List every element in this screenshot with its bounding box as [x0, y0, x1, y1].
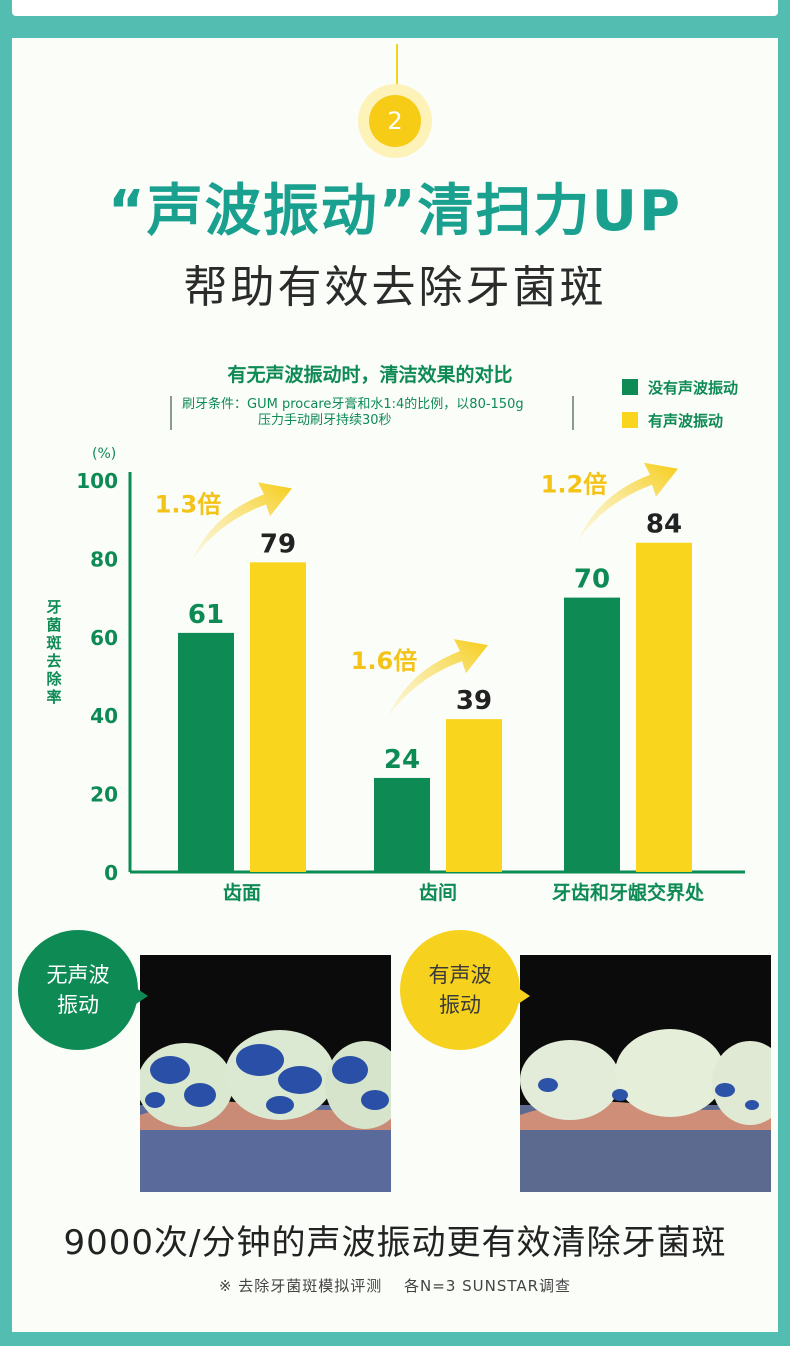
bar-with-sonic: [636, 542, 692, 872]
y-tick-label: 100: [76, 469, 118, 493]
test-conditions-line1: 刷牙条件：GUM procare牙膏和水1:4的比例，以80-150g: [182, 397, 524, 412]
ratio-arrow-icon: [388, 639, 488, 718]
label-with-sonic: 有声波 振动: [400, 930, 520, 1050]
headline: “声波振动”清扫力UP: [107, 179, 683, 244]
step-connector-line: [396, 44, 398, 94]
chart-title: 有无声波振动时，清洁效果的对比: [227, 364, 513, 386]
label-without-sonic-pointer: [136, 988, 148, 1004]
bar-with-sonic: [446, 719, 502, 872]
ratio-label: 1.2倍: [541, 471, 608, 499]
bar-no-sonic: [374, 777, 430, 872]
y-tick-label: 80: [90, 547, 118, 571]
label-with-sonic-text: 有声波 振动: [428, 963, 492, 1017]
ratio-label: 1.3倍: [155, 490, 222, 518]
bar-value-label: 61: [188, 600, 224, 630]
label-with-sonic-pointer: [518, 988, 530, 1004]
y-tick-label: 60: [90, 626, 118, 650]
y-axis-label: 牙菌斑去除率: [46, 598, 62, 706]
label-without-sonic-text: 无声波 振动: [46, 963, 110, 1017]
bar-no-sonic: [564, 597, 620, 872]
subheadline: 帮助有效去除牙菌斑: [183, 262, 607, 313]
bar-value-label: 39: [456, 686, 492, 716]
ratio-label: 1.6倍: [351, 647, 418, 675]
x-category-label: 齿面: [223, 882, 261, 904]
bar-value-label: 84: [646, 510, 682, 540]
bar-value-label: 79: [260, 529, 296, 559]
y-tick-label: 0: [104, 861, 118, 885]
y-tick-label: 40: [90, 704, 118, 728]
ratio-arrow-icon: [578, 462, 678, 541]
teeth-plaque-light-photo-icon: [520, 955, 788, 1192]
ratio-arrow-icon: [192, 482, 292, 561]
footnote: ※ 去除牙菌斑模拟评测 各N=3 SUNSTAR调查: [218, 1277, 572, 1295]
test-conditions-line2: 压力手动刷牙持续30秒: [258, 413, 392, 428]
bar-value-label: 24: [384, 745, 420, 775]
bar-chart: 0 20 40 60 80 100 61 79 齿面 1.3倍 24 39 齿间 1.6倍 70 84 牙齿和牙…: [76, 462, 745, 904]
top-strip: [12, 0, 778, 16]
x-category-label: 齿间: [419, 882, 457, 904]
teeth-plaque-heavy-photo-icon: [137, 955, 405, 1192]
legend-no-sonic: 没有声波振动: [622, 377, 739, 397]
step-number: 2: [369, 95, 421, 147]
test-conditions: 刷牙条件：GUM procare牙膏和水1:4的比例，以80-150g 压力手动…: [170, 396, 574, 430]
legend-label-no-sonic: 没有声波振动: [648, 379, 739, 397]
photo-with-sonic: [520, 955, 788, 1196]
x-category-label: 牙齿和牙龈交界处: [552, 881, 705, 904]
y-tick-label: 20: [90, 783, 118, 807]
bar-value-label: 70: [574, 565, 610, 595]
legend-label-with-sonic: 有声波振动: [648, 412, 724, 430]
bottom-caption: 9000次/分钟的声波振动更有效清除牙菌斑: [63, 1223, 727, 1263]
label-without-sonic: 无声波 振动: [18, 930, 138, 1050]
bar-no-sonic: [178, 632, 234, 872]
legend-with-sonic: 有声波振动: [622, 410, 724, 430]
bar-with-sonic: [250, 562, 306, 872]
photo-without-sonic: [137, 955, 405, 1196]
legend-swatch-with-sonic: [622, 412, 638, 428]
y-unit-label: (%): [92, 446, 117, 462]
step-badge: 2: [358, 84, 432, 158]
legend-swatch-no-sonic: [622, 379, 638, 395]
